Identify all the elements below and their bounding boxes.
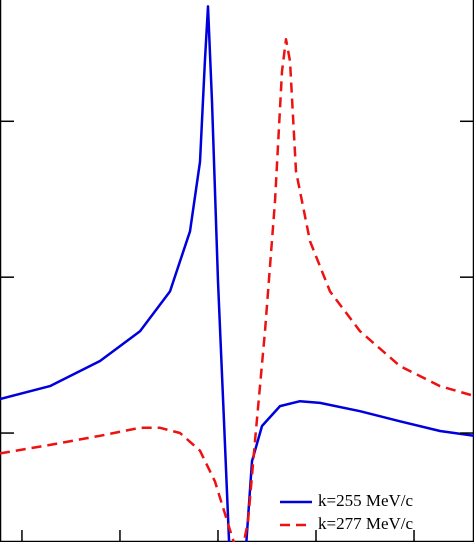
series-line <box>0 5 474 542</box>
plot-area <box>0 5 474 542</box>
series-line <box>0 38 474 542</box>
legend-label: k=277 MeV/c <box>318 514 413 533</box>
legend-label: k=255 MeV/c <box>318 491 413 510</box>
